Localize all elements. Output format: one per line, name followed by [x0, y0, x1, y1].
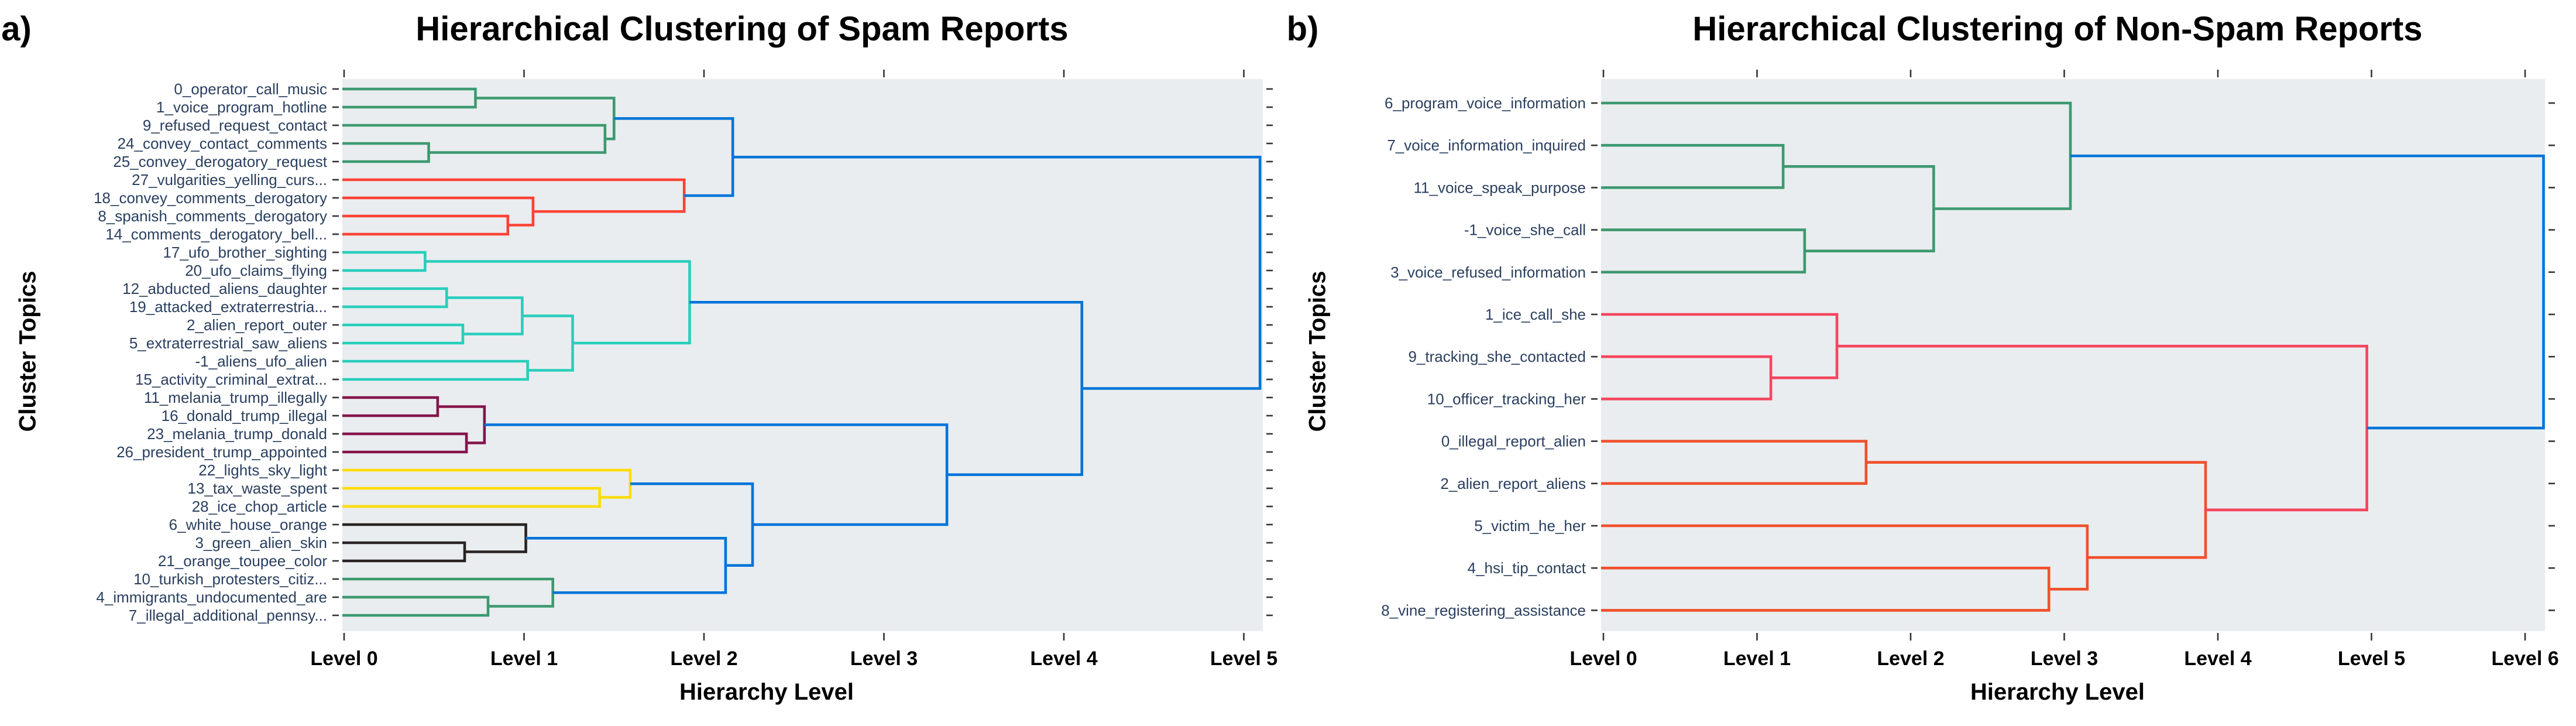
- panel-a-leaf-label: -1_aliens_ufo_alien: [195, 352, 327, 370]
- panel-b-x-tick-label: Level 6: [2491, 648, 2558, 670]
- panel-a-x-tick-label: Level 4: [1030, 648, 1097, 670]
- panel-b-x-tick-label: Level 1: [1723, 648, 1791, 670]
- panel-a-leaf-label: 22_lights_sky_light: [198, 461, 327, 479]
- panel-b-x-axis-title: Hierarchy Level: [1970, 679, 2145, 705]
- panel-a-leaf-label: 25_convey_derogatory_request: [113, 153, 327, 170]
- panel-a-dendrogram-link-blue: [733, 155, 1262, 390]
- panel-a-leaf-label: 8_spanish_comments_derogatory: [98, 207, 327, 225]
- panel-a-x-tick-label: Level 3: [850, 648, 918, 670]
- panel-a-leaf-label: 17_ufo_brother_sighting: [163, 244, 327, 261]
- panel-a-leaf-label: 28_ice_chop_article: [192, 498, 327, 515]
- panel-a-leaf-label: 15_activity_criminal_extrat...: [135, 371, 327, 388]
- panel-a-leaf-label: 5_extraterrestrial_saw_aliens: [129, 334, 327, 352]
- panel-b-title: Hierarchical Clustering of Non-Spam Repo…: [1692, 10, 2423, 48]
- panel-b-leaf-label: 6_program_voice_information: [1385, 94, 1586, 112]
- panel-a-leaf-label: 0_operator_call_music: [174, 80, 327, 98]
- panel-b-leaf-label: 8_vine_registering_assistance: [1381, 601, 1586, 619]
- panel-a-leaf-label: 4_immigrants_undocumented_are: [96, 588, 327, 606]
- panel-a-leaf-label: 1_voice_program_hotline: [156, 98, 327, 116]
- panel-a-leaf-label: 18_convey_comments_derogatory: [94, 189, 327, 207]
- panel-b-leaf-label: 5_victim_he_her: [1474, 517, 1586, 535]
- panel-a-leaf-label: 12_abducted_aliens_daughter: [122, 280, 327, 297]
- panel-b-x-tick-label: Level 5: [2338, 648, 2405, 670]
- panel-a-leaf-label: 26_president_trump_appointed: [116, 443, 327, 461]
- panel-a-leaf-label: 6_white_house_orange: [169, 516, 327, 533]
- panel-b-leaf-label: 10_officer_tracking_her: [1427, 390, 1586, 407]
- panel-a-leaf-label: 9_refused_request_contact: [143, 117, 328, 134]
- panel-a-corner-text: a): [1, 10, 32, 48]
- panel-b-dendrogram-link-blue: [2070, 154, 2545, 430]
- panel-a-leaf-label: 16_donald_trump_illegal: [162, 407, 327, 424]
- panel-a-leaf-label: 14_comments_derogatory_bell...: [105, 225, 327, 243]
- panel-a-leaf-label: 20_ufo_claims_flying: [185, 262, 327, 279]
- panel-b-leaf-label: 4_hsi_tip_contact: [1468, 559, 1586, 577]
- panel-b-x-tick-label: Level 2: [1877, 648, 1944, 670]
- panel-a-corner-label: a): [1, 9, 32, 49]
- panel-b-x-tick-label: Level 0: [1569, 648, 1637, 670]
- panel-a-x-tick-label: Level 5: [1210, 648, 1277, 670]
- panel-a-leaf-label: 27_vulgarities_yelling_curs...: [132, 171, 327, 189]
- panel-a-leaf-label: 23_melania_trump_donald: [147, 425, 327, 443]
- panel-a-leaf-label: 3_green_alien_skin: [195, 534, 327, 552]
- panel-a-leaf-label: 19_attacked_extraterrestria...: [129, 298, 327, 316]
- panel-b-leaf-label: 3_voice_refused_information: [1390, 263, 1586, 281]
- panel-b-plot-background: [1601, 79, 2545, 631]
- panel-a-leaf-label: 7_illegal_additional_pennsy...: [129, 607, 327, 624]
- panel-a-leaf-label: 10_turkish_protesters_citiz...: [133, 570, 327, 588]
- panel-b-leaf-label: 0_illegal_report_alien: [1441, 433, 1586, 450]
- panel-b-leaf-label: -1_voice_she_call: [1464, 221, 1586, 239]
- panel-a-x-tick-label: Level 1: [490, 648, 558, 670]
- panel-a-x-tick-label: Level 0: [310, 648, 377, 670]
- panel-b-leaf-label: 1_ice_call_she: [1485, 306, 1586, 323]
- panel-b-x-tick-label: Level 4: [2184, 648, 2251, 670]
- panel-b-leaf-label: 11_voice_speak_purpose: [1414, 179, 1586, 196]
- panel-b-x-tick-label: Level 3: [2031, 648, 2098, 670]
- panel-a-leaf-label: 24_convey_contact_comments: [118, 135, 327, 152]
- panel-a-title: Hierarchical Clustering of Spam Reports: [415, 10, 1069, 48]
- panel-b-corner-label: b): [1287, 9, 1319, 49]
- panel-b-corner-text: b): [1286, 10, 1319, 48]
- panel-a-leaf-label: 13_tax_waste_spent: [187, 480, 327, 497]
- panel-b-leaf-label: 9_tracking_she_contacted: [1408, 348, 1586, 365]
- panel-b-leaf-label: 7_voice_information_inquired: [1387, 136, 1586, 154]
- panel-a-plot-background: [342, 79, 1263, 631]
- panel-a-leaf-label: 2_alien_report_outer: [187, 316, 327, 334]
- panel-b-leaf-label: 2_alien_report_aliens: [1440, 475, 1586, 492]
- panel-a-x-tick-label: Level 2: [670, 648, 737, 670]
- panel-a-leaf-label: 11_melania_trump_illegally: [144, 389, 327, 406]
- panel-a-x-axis-title: Hierarchy Level: [679, 679, 854, 705]
- panel-a-leaf-label: 21_orange_toupee_color: [158, 552, 327, 570]
